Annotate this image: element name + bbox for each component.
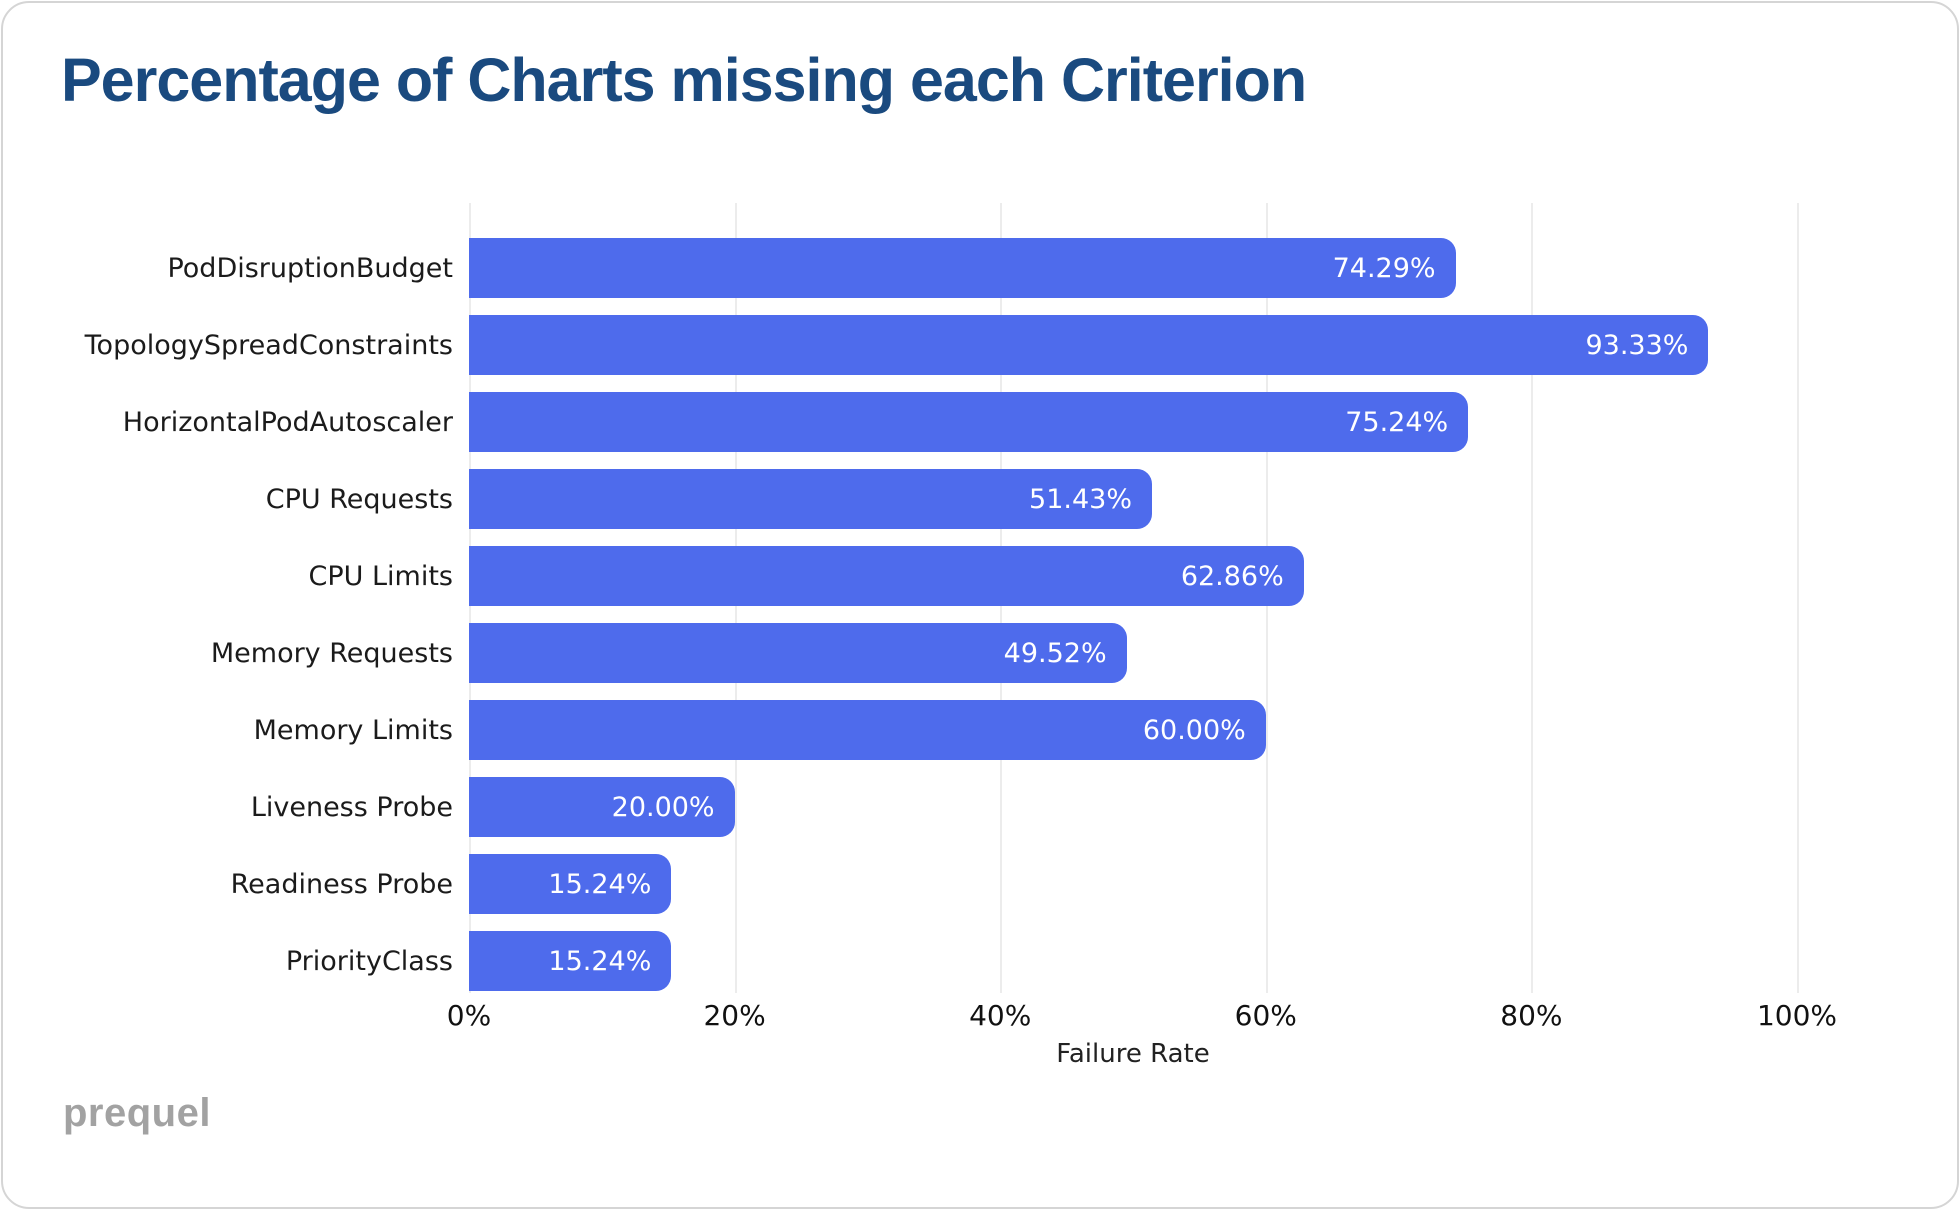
bar: 60.00% [469,700,1266,760]
bar-track: 15.24% [469,854,1797,914]
category-label: TopologySpreadConstraints [84,329,453,361]
category-label: CPU Limits [308,560,453,592]
bar-track: 62.86% [469,546,1797,606]
bar-value-label: 20.00% [611,791,715,823]
category-label: PriorityClass [285,945,453,977]
bar-value-label: 75.24% [1345,406,1449,438]
bar: 15.24% [469,931,672,991]
bar-value-label: 60.00% [1142,714,1246,746]
category-label: Memory Requests [210,637,453,669]
bar-track: 49.52% [469,623,1797,683]
bar-row: Memory Limits 60.00% [3,700,1957,760]
bar-track: 93.33% [469,315,1797,375]
bar-value-label: 15.24% [548,868,652,900]
bar-row: TopologySpreadConstraints 93.33% [3,315,1957,375]
bar-row: Liveness Probe 20.00% [3,777,1957,837]
category-label: Memory Limits [253,714,453,746]
bar: 51.43% [469,469,1152,529]
bar-value-label: 51.43% [1029,483,1132,515]
x-tick-label: 20% [703,999,766,1032]
bar: 62.86% [469,546,1304,606]
bar-row: Memory Requests 49.52% [3,623,1957,683]
bar-value-label: 49.52% [1003,637,1107,669]
gridline-80% [1531,203,1534,993]
bar-row: CPU Requests 51.43% [3,469,1957,529]
chart-title: Percentage of Charts missing each Criter… [61,46,1307,114]
x-tick-label: 0% [446,999,492,1032]
bar-track: 15.24% [469,931,1797,991]
category-label: HorizontalPodAutoscaler [122,406,453,438]
x-axis-ticks: 0% 20% 40% 60% 80% 100% [447,999,1837,1039]
bar-track: 75.24% [469,392,1797,452]
bar-value-label: 62.86% [1180,560,1284,592]
bar-row: PriorityClass 15.24% [3,931,1957,991]
bar: 15.24% [469,854,672,914]
bar-row: PodDisruptionBudget 74.29% [3,238,1957,298]
bar-value-label: 15.24% [548,945,652,977]
bar: 20.00% [469,777,735,837]
x-tick-label: 80% [1500,999,1563,1032]
bar-rows: PodDisruptionBudget 74.29% TopologySpreadC… [3,238,1957,1008]
bar-track: 60.00% [469,700,1797,760]
bar-row: CPU Limits 62.86% [3,546,1957,606]
bar-row: HorizontalPodAutoscaler 75.24% [3,392,1957,452]
category-label: Liveness Probe [250,791,453,823]
bar: 74.29% [469,238,1456,298]
x-axis-title: Failure Rate [1056,1039,1210,1069]
x-tick-label: 100% [1756,999,1838,1032]
bar: 75.24% [469,392,1469,452]
bar-track: 20.00% [469,777,1797,837]
x-tick-label: 40% [969,999,1032,1032]
category-label: Readiness Probe [230,868,453,900]
gridline-100% [1797,203,1799,993]
bar: 93.33% [469,315,1709,375]
bar-track: 74.29% [469,238,1797,298]
bar-value-label: 93.33% [1585,329,1689,361]
bar-value-label: 74.29% [1332,252,1436,284]
bar: 49.52% [469,623,1127,683]
bar-row: Readiness Probe 15.24% [3,854,1957,914]
prequel-logo: prequel [63,1091,211,1135]
bar-track: 51.43% [469,469,1797,529]
category-label: PodDisruptionBudget [167,252,453,284]
x-tick-label: 60% [1234,999,1297,1032]
category-label: CPU Requests [265,483,453,515]
